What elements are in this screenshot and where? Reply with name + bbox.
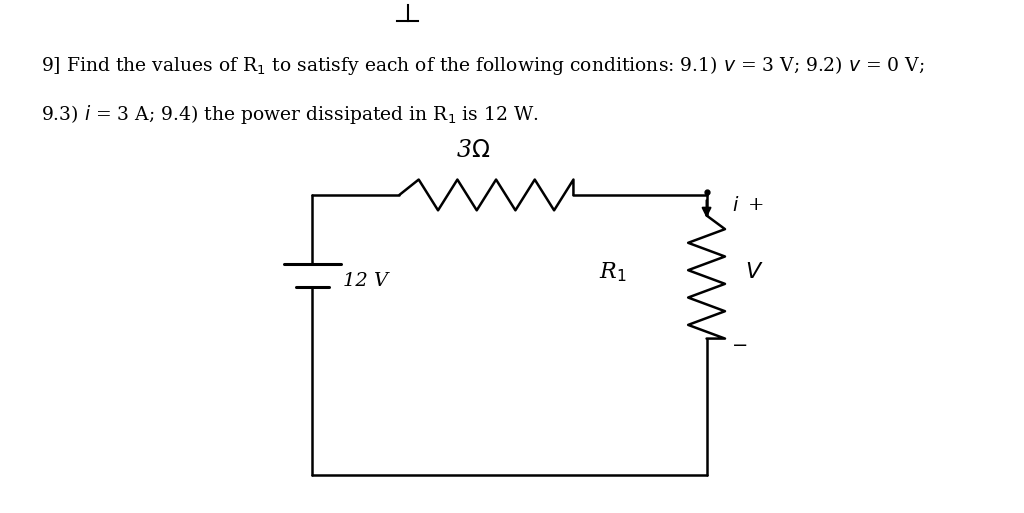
Text: 9] Find the values of R$_1$ to satisfy each of the following conditions: 9.1) $v: 9] Find the values of R$_1$ to satisfy e… xyxy=(41,54,925,77)
Text: 12 V: 12 V xyxy=(343,272,388,290)
Text: −: − xyxy=(732,337,749,356)
Text: $V$: $V$ xyxy=(745,261,764,283)
Text: 9.3) $i$ = 3 A; 9.4) the power dissipated in R$_1$ is 12 W.: 9.3) $i$ = 3 A; 9.4) the power dissipate… xyxy=(41,103,539,126)
Text: 3$\Omega$: 3$\Omega$ xyxy=(456,139,490,162)
Text: R$_1$: R$_1$ xyxy=(599,260,627,284)
Text: $i$: $i$ xyxy=(732,195,739,215)
Text: +: + xyxy=(748,196,764,214)
